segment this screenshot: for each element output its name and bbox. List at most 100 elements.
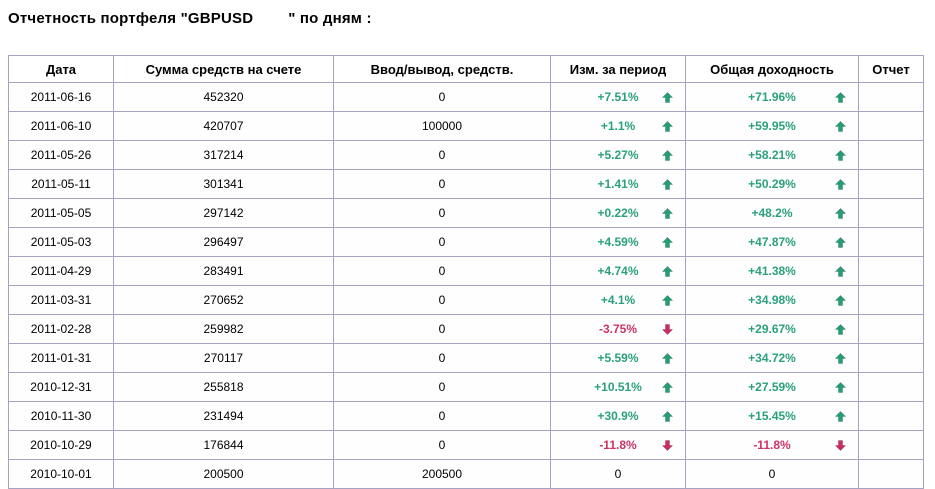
total-return-value: +34.98% <box>748 293 796 307</box>
cell-inout: 0 <box>333 401 551 431</box>
cell-report <box>858 140 924 170</box>
period-trend-arrow-icon <box>662 150 673 161</box>
table-row: 2011-05-11 301341 0 +1.41% +50.29% <box>8 169 924 199</box>
table-row: 2011-03-31 270652 0 +4.1% +34.98% <box>8 285 924 315</box>
cell-period-change: +10.51% <box>550 372 686 402</box>
cell-report <box>858 343 924 373</box>
cell-report <box>858 430 924 460</box>
cell-report <box>858 372 924 402</box>
period-change-value: +30.9% <box>597 409 639 423</box>
column-header-period-change: Изм. за период <box>550 55 686 83</box>
total-trend-arrow-icon <box>835 179 846 190</box>
period-change-value: -11.8% <box>599 438 637 452</box>
cell-report <box>858 227 924 257</box>
total-return-value: +71.96% <box>748 90 796 104</box>
period-trend-arrow-icon <box>662 266 673 277</box>
table-row: 2010-11-30 231494 0 +30.9% +15.45% <box>8 401 924 431</box>
period-trend-arrow-icon <box>662 179 673 190</box>
cell-total-return: -11.8% <box>685 430 859 460</box>
period-trend-arrow-icon <box>662 92 673 103</box>
table-row: 2011-05-26 317214 0 +5.27% +58.21% <box>8 140 924 170</box>
cell-total-return: +58.21% <box>685 140 859 170</box>
cell-balance: 301341 <box>113 169 334 199</box>
total-trend-arrow-icon <box>835 324 846 335</box>
period-change-value: 0 <box>614 467 622 481</box>
cell-inout: 0 <box>333 430 551 460</box>
cell-total-return: +41.38% <box>685 256 859 286</box>
total-trend-arrow-icon <box>835 208 846 219</box>
cell-period-change: +1.41% <box>550 169 686 199</box>
total-trend-arrow-icon <box>835 92 846 103</box>
period-change-value: -3.75% <box>598 322 638 336</box>
period-trend-arrow-icon <box>662 353 673 364</box>
cell-period-change: +4.74% <box>550 256 686 286</box>
cell-inout: 100000 <box>333 111 551 141</box>
period-change-value: +1.1% <box>600 119 636 133</box>
column-header-report: Отчет <box>858 55 924 83</box>
period-trend-arrow-icon <box>662 237 673 248</box>
cell-balance: 297142 <box>113 198 334 228</box>
cell-balance: 270117 <box>113 343 334 373</box>
cell-date: 2011-05-05 <box>8 198 114 228</box>
page-title: Отчетность портфеля "GBPUSD " по дням : <box>8 10 372 27</box>
cell-total-return: +48.2% <box>685 198 859 228</box>
cell-inout: 0 <box>333 256 551 286</box>
cell-balance: 259982 <box>113 314 334 344</box>
cell-report <box>858 111 924 141</box>
period-trend-arrow-icon <box>662 208 673 219</box>
cell-total-return: 0 <box>685 459 859 489</box>
period-change-value: +5.59% <box>597 351 639 365</box>
cell-report <box>858 401 924 431</box>
table-row: 2011-06-16 452320 0 +7.51% +71.96% <box>8 82 924 112</box>
total-return-value: +34.72% <box>748 351 796 365</box>
period-change-value: +0.22% <box>597 206 639 220</box>
cell-date: 2010-10-01 <box>8 459 114 489</box>
cell-total-return: +71.96% <box>685 82 859 112</box>
cell-period-change: -11.8% <box>550 430 686 460</box>
cell-date: 2011-03-31 <box>8 285 114 315</box>
period-change-value: +5.27% <box>597 148 639 162</box>
total-trend-arrow-icon <box>835 382 846 393</box>
cell-total-return: +15.45% <box>685 401 859 431</box>
cell-period-change: -3.75% <box>550 314 686 344</box>
cell-date: 2011-06-16 <box>8 82 114 112</box>
cell-report <box>858 459 924 489</box>
cell-period-change: +5.27% <box>550 140 686 170</box>
total-trend-arrow-icon <box>835 237 846 248</box>
column-header-balance: Сумма средств на счете <box>113 55 334 83</box>
table-header-row: Дата Сумма средств на счете Ввод/вывод, … <box>8 55 924 83</box>
total-return-value: +15.45% <box>748 409 796 423</box>
table-row: 2011-01-31 270117 0 +5.59% +34.72% <box>8 343 924 373</box>
total-return-value: +41.38% <box>748 264 796 278</box>
cell-total-return: +47.87% <box>685 227 859 257</box>
cell-period-change: +4.1% <box>550 285 686 315</box>
cell-date: 2011-02-28 <box>8 314 114 344</box>
total-trend-arrow-icon <box>835 150 846 161</box>
column-header-inout: Ввод/вывод, средств. <box>333 55 551 83</box>
period-change-value: +4.59% <box>597 235 639 249</box>
cell-period-change: +7.51% <box>550 82 686 112</box>
period-trend-arrow-icon <box>662 295 673 306</box>
table-row: 2010-10-01 200500 200500 0 0 <box>8 459 924 489</box>
period-change-value: +4.74% <box>597 264 639 278</box>
cell-balance: 283491 <box>113 256 334 286</box>
total-return-value: 0 <box>768 467 776 481</box>
cell-period-change: +1.1% <box>550 111 686 141</box>
cell-inout: 0 <box>333 82 551 112</box>
table-row: 2011-05-03 296497 0 +4.59% +47.87% <box>8 227 924 257</box>
cell-period-change: +30.9% <box>550 401 686 431</box>
cell-inout: 0 <box>333 140 551 170</box>
cell-period-change: +5.59% <box>550 343 686 373</box>
total-return-value: +27.59% <box>748 380 796 394</box>
period-trend-arrow-icon <box>662 411 673 422</box>
total-return-value: +58.21% <box>748 148 796 162</box>
cell-balance: 452320 <box>113 82 334 112</box>
total-trend-arrow-icon <box>835 121 846 132</box>
cell-balance: 420707 <box>113 111 334 141</box>
cell-total-return: +29.67% <box>685 314 859 344</box>
cell-inout: 0 <box>333 343 551 373</box>
cell-total-return: +50.29% <box>685 169 859 199</box>
cell-balance: 200500 <box>113 459 334 489</box>
cell-report <box>858 169 924 199</box>
cell-total-return: +34.98% <box>685 285 859 315</box>
